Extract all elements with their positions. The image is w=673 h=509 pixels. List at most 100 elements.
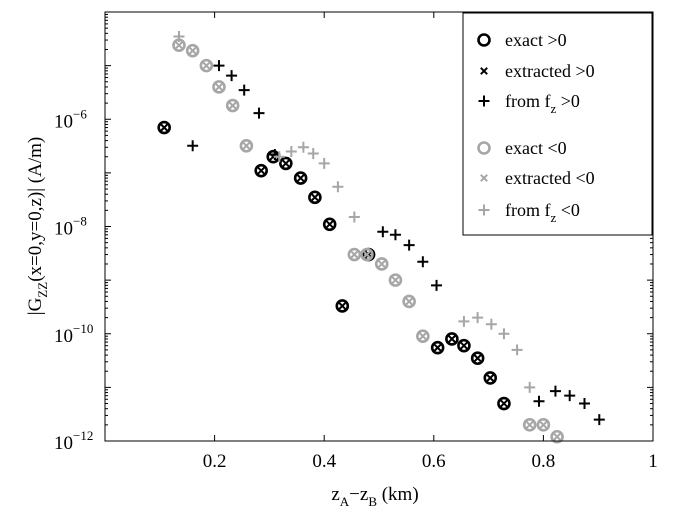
data-point xyxy=(347,247,362,262)
data-point xyxy=(377,226,389,238)
legend-label: from fz >0 xyxy=(505,91,580,116)
data-point xyxy=(391,276,400,285)
x-axis-label: zA−zB (km) xyxy=(331,484,418,509)
data-point xyxy=(226,70,238,82)
data-point xyxy=(348,211,360,223)
x-axis-ticks: 0.2 0.4 0.6 0.8 1 xyxy=(203,12,658,472)
data-point xyxy=(377,260,386,268)
y-tick-label: 10−6 xyxy=(54,106,87,132)
legend-label: extracted >0 xyxy=(505,61,595,81)
legend-marker xyxy=(480,67,488,75)
data-point xyxy=(374,257,389,271)
data-point xyxy=(308,190,322,205)
data-point xyxy=(553,432,562,441)
y-axis-label-b: (x=0,y=0,z)| (A/m) xyxy=(25,137,46,282)
data-point xyxy=(433,343,442,352)
x-axis-label-a: z xyxy=(331,484,339,505)
legend-marker xyxy=(478,95,490,107)
data-point xyxy=(173,30,185,42)
series-5 xyxy=(173,30,536,393)
data-point xyxy=(486,374,495,382)
data-point xyxy=(579,398,590,410)
data-point xyxy=(525,420,534,429)
data-point xyxy=(187,140,199,152)
data-point xyxy=(497,396,511,411)
data-point xyxy=(430,340,445,355)
data-point xyxy=(296,174,305,182)
data-point xyxy=(279,156,293,171)
data-point xyxy=(297,141,309,153)
legend-label: extracted <0 xyxy=(505,168,595,188)
x-tick-label: 0.6 xyxy=(422,451,446,472)
data-point xyxy=(360,247,374,262)
legend-marker xyxy=(477,141,491,155)
data-point xyxy=(445,332,459,346)
data-point xyxy=(238,84,250,96)
series-0 xyxy=(157,120,511,411)
data-point xyxy=(281,159,290,168)
y-axis-label: |GZZ(x=0,y=0,z)| (A/m) xyxy=(25,137,50,315)
legend-marker xyxy=(477,33,491,47)
legend-label: from fz <0 xyxy=(505,200,580,225)
series-2 xyxy=(187,60,605,426)
legend-marker xyxy=(478,204,490,216)
data-point xyxy=(242,141,251,150)
data-point xyxy=(215,83,223,91)
data-point xyxy=(418,332,427,341)
data-point xyxy=(325,220,334,229)
data-point xyxy=(254,163,268,178)
data-point xyxy=(416,329,430,344)
data-point xyxy=(332,181,344,193)
data-point xyxy=(460,341,468,350)
data-point xyxy=(539,420,548,429)
legend-marker xyxy=(480,174,488,182)
data-point xyxy=(293,171,308,185)
data-point xyxy=(257,166,266,175)
data-point xyxy=(472,312,484,324)
y-axis-label-a: |G xyxy=(25,297,46,315)
data-point xyxy=(273,151,285,163)
data-point xyxy=(307,147,319,159)
data-point xyxy=(199,58,214,73)
x-axis-label-sub-b: B xyxy=(368,494,377,509)
data-point xyxy=(310,193,319,202)
data-point xyxy=(458,315,470,327)
data-point xyxy=(350,250,359,259)
data-marks xyxy=(157,30,605,444)
data-point xyxy=(417,256,429,268)
x-axis-label-sub-a: A xyxy=(340,494,350,509)
data-point xyxy=(212,80,226,94)
data-point xyxy=(202,61,211,70)
x-tick-label: 0.8 xyxy=(532,451,556,472)
data-point xyxy=(318,157,330,169)
data-point xyxy=(253,107,265,119)
legend-label: exact >0 xyxy=(505,30,567,50)
data-point xyxy=(228,101,237,110)
data-point xyxy=(550,429,564,444)
data-point xyxy=(388,273,403,287)
data-point xyxy=(533,395,545,407)
legend: exact >0 extracted >0 from fz >0 exact <0 ex… xyxy=(462,12,653,236)
series-4 xyxy=(175,41,562,441)
data-point xyxy=(338,302,347,310)
data-point xyxy=(564,390,576,402)
data-point xyxy=(239,138,254,153)
x-tick-label: 0.4 xyxy=(312,451,336,472)
legend-box xyxy=(462,12,653,236)
data-point xyxy=(498,328,510,340)
data-point xyxy=(405,297,414,306)
data-point xyxy=(470,351,485,365)
legend-label: exact <0 xyxy=(505,138,567,158)
y-tick-label: 10−10 xyxy=(54,321,93,347)
data-point xyxy=(483,371,498,385)
data-point xyxy=(403,239,415,251)
data-point xyxy=(160,123,169,132)
data-point xyxy=(431,279,443,291)
data-point xyxy=(363,250,371,259)
data-point xyxy=(188,46,197,55)
data-point xyxy=(157,120,171,135)
series-3 xyxy=(172,38,564,444)
x-tick-label: 1 xyxy=(648,451,658,472)
data-point xyxy=(500,399,508,408)
